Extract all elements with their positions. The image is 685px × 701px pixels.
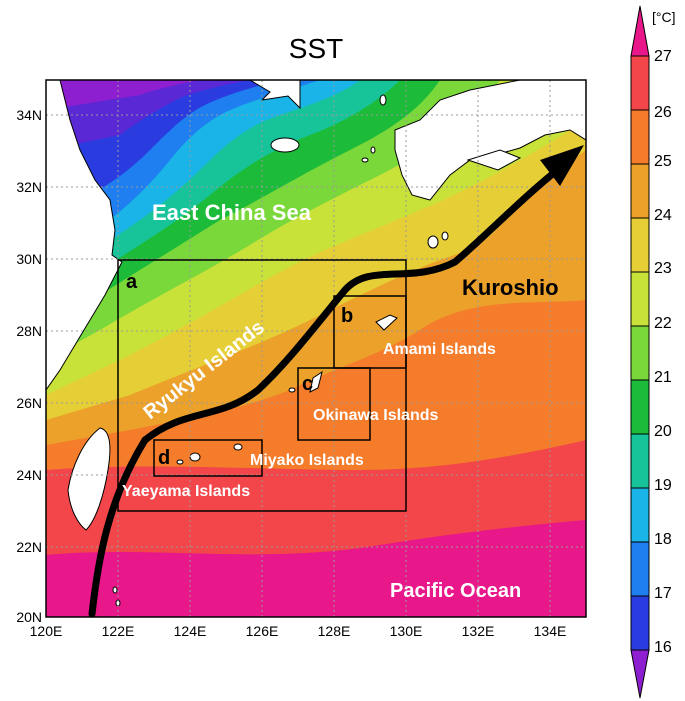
y-tick-label: 20N (16, 609, 42, 625)
y-tick-label: 22N (16, 539, 42, 555)
colorbar-tick: 27 (654, 48, 672, 65)
colorbar-tick: 20 (654, 423, 672, 440)
amami-label: Amami Islands (383, 341, 496, 358)
colorbar-tick: 22 (654, 315, 672, 332)
colorbar-tick: 21 (654, 369, 672, 386)
x-axis: 120E 122E 124E 126E 128E 130E 132E 134E (30, 623, 567, 639)
colorbar-segment (630, 379, 650, 435)
figure-title: SST (289, 33, 343, 64)
y-tick-label: 26N (16, 395, 42, 411)
x-tick-label: 134E (534, 623, 567, 639)
colorbar-tick: 16 (654, 639, 672, 656)
kuroshio-label: Kuroshio (462, 275, 559, 300)
region-boxes (117, 259, 407, 512)
taiwan-landmass (67, 427, 111, 531)
colorbar-segment (630, 163, 650, 219)
colorbar-segment (630, 433, 650, 489)
box-d-label: d (158, 447, 170, 469)
colorbar-tick: 25 (654, 153, 672, 170)
pacific-label: Pacific Ocean (390, 580, 521, 602)
x-tick-label: 132E (462, 623, 495, 639)
colorbar-tick: 19 (654, 477, 672, 494)
kuroshio-arrow (88, 145, 584, 618)
x-tick-label: 130E (390, 623, 423, 639)
colorbar-segment (630, 487, 650, 543)
colorbar-ticks: 27 26 25 24 23 22 21 20 19 18 17 16 (654, 48, 672, 656)
box-c-label: c (302, 373, 313, 395)
colorbar-unit: [°C] (652, 9, 676, 25)
colorbar-tick: 18 (654, 531, 672, 548)
colorbar-bottom-arrow (630, 649, 650, 699)
east-china-sea-label: East China Sea (152, 200, 312, 225)
x-tick-label: 122E (102, 623, 135, 639)
colorbar-tick: 24 (654, 207, 672, 224)
colorbar (630, 5, 650, 699)
y-tick-label: 32N (16, 179, 42, 195)
japan-landmass (394, 80, 586, 201)
y-tick-label: 28N (16, 323, 42, 339)
okinawa-label: Okinawa Islands (313, 407, 438, 424)
box-c (297, 367, 371, 441)
y-tick-label: 24N (16, 467, 42, 483)
box-a (117, 259, 407, 512)
x-tick-label: 126E (246, 623, 279, 639)
x-tick-label: 124E (174, 623, 207, 639)
jeju-island (270, 137, 300, 153)
box-d (153, 439, 263, 477)
colorbar-segment (630, 541, 650, 597)
colorbar-top-arrow (630, 5, 650, 57)
colorbar-tick: 17 (654, 585, 672, 602)
colorbar-segment (630, 55, 650, 111)
x-tick-label: 120E (30, 623, 63, 639)
yaeyama-label: Yaeyama Islands (122, 483, 250, 500)
china-landmass (46, 80, 123, 391)
y-axis: 34N 32N 30N 28N 26N 24N 22N 20N (16, 107, 42, 625)
x-tick-label: 128E (318, 623, 351, 639)
y-tick-label: 30N (16, 251, 42, 267)
colorbar-segment (630, 217, 650, 273)
y-tick-label: 34N (16, 107, 42, 123)
box-a-label: a (126, 271, 138, 293)
miyako-label: Miyako Islands (250, 452, 364, 469)
colorbar-tick: 26 (654, 104, 672, 121)
colorbar-segment (630, 595, 650, 651)
colorbar-segment (630, 271, 650, 327)
map-frame (45, 79, 587, 618)
colorbar-segment (630, 325, 650, 381)
gridlines (46, 80, 586, 617)
colorbar-tick: 23 (654, 260, 672, 277)
colorbar-segment (630, 109, 650, 165)
box-b-label: b (341, 305, 353, 327)
sst-field (46, 80, 586, 617)
